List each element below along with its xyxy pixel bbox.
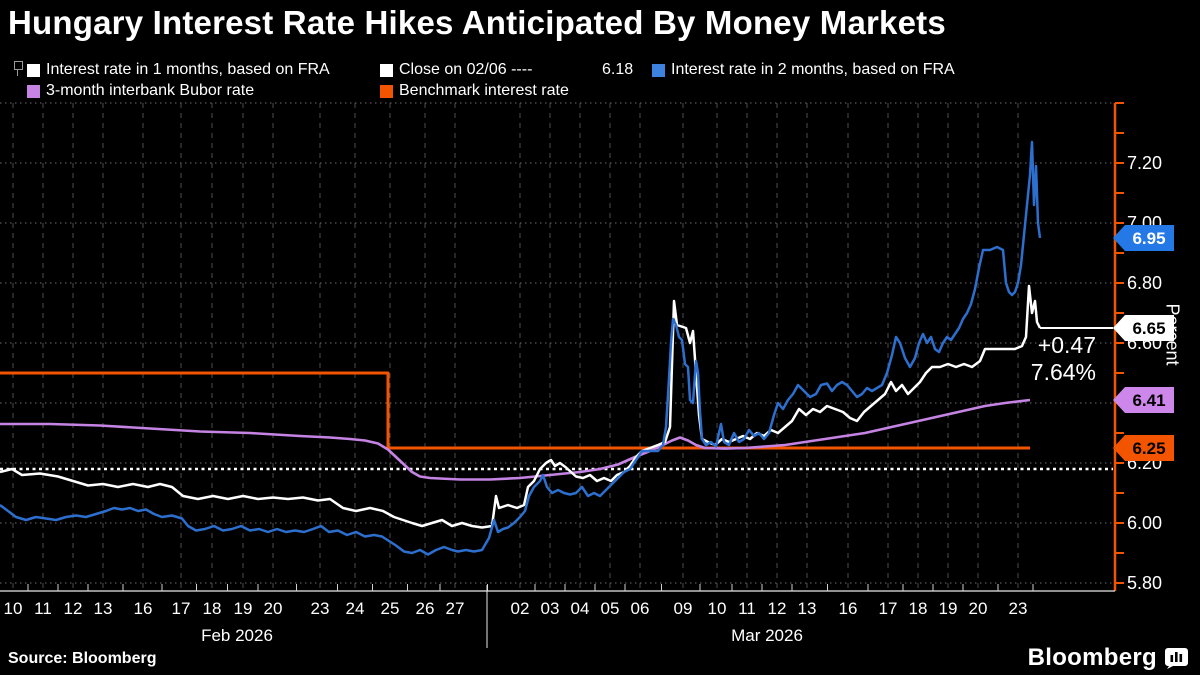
series-benchmark-interest-rate [0,371,1030,450]
axis-value-badge-label: 6.65 [1132,319,1165,338]
legend-swatch [27,84,40,98]
legend-swatch [27,63,40,77]
x-tick-label: 23 [311,599,330,618]
legend-swatch [652,63,665,77]
x-tick-label: 05 [601,599,620,618]
legend-item-label: 3-month interbank Bubor rate [46,82,255,99]
legend-close-value: 6.18 [602,61,634,78]
legend-item: Benchmark interest rate [380,81,569,101]
series-3-month-interbank-bubor-rate [0,398,1031,481]
x-tick-label: 09 [674,599,693,618]
x-tick-label: 10 [4,599,23,618]
x-tick-label: 17 [879,599,898,618]
legend: Interest rate in 1 months, based on FRA C… [0,58,1200,104]
x-tick-label: 26 [416,599,435,618]
x-tick-label: 13 [94,599,113,618]
axis-value-badge-label: 6.25 [1132,439,1165,458]
x-tick-label: 20 [969,599,988,618]
tree-node-icon [14,61,23,76]
month-label: Feb 2026 [201,626,273,645]
x-tick-label: 24 [346,599,365,618]
x-tick-label: 12 [64,599,83,618]
y-tick-label: 7.20 [1127,153,1162,173]
legend-item: 3-month interbank Bubor rate [27,81,254,101]
bloomberg-chart-bubble-icon [1165,647,1188,669]
x-tick-label: 11 [34,599,52,618]
bloomberg-wordmark: Bloomberg [1027,644,1157,671]
y-tick-label: 5.80 [1127,573,1162,593]
x-tick-label: 23 [1009,599,1028,618]
last-change-annotation: +0.47 7.64% [1031,332,1096,386]
x-tick-label: 13 [798,599,817,618]
x-tick-label: 20 [264,599,283,618]
x-tick-label: 19 [234,599,253,618]
x-tick-label: 18 [203,599,222,618]
legend-item-label: Interest rate in 1 months, based on FRA [46,61,330,78]
change-value: +0.47 [1037,332,1096,358]
y-axis-title: Percent [1162,304,1183,366]
axis-value-badge-label: 6.41 [1132,391,1165,410]
y-tick-label: 6.00 [1127,513,1162,533]
source-credit: Source: Bloomberg [8,650,157,667]
x-tick-label: 19 [939,599,958,618]
month-label: Mar 2026 [731,626,803,645]
y-tick-label: 6.80 [1127,273,1162,293]
x-tick-label: 03 [541,599,560,618]
x-tick-label: 04 [571,599,590,618]
axis-value-badge [1113,315,1174,341]
legend-item: Close on 02/06 ---- [380,60,532,80]
axis-value-badge [1113,387,1174,413]
x-tick-label: 17 [172,599,191,618]
axis-value-badge [1113,225,1174,251]
legend-swatch [380,84,393,98]
x-tick-label: 16 [839,599,858,618]
bloomberg-logo: Bloomberg [1028,644,1188,672]
x-tick-label: 12 [768,599,787,618]
axis-value-badge [1113,435,1174,461]
legend-item-label: Interest rate in 2 months, based on FRA [671,61,955,78]
series-interest-rate-in-2-months-based-on-fra [0,140,1042,556]
change-percent: 7.64% [1030,359,1096,385]
legend-item-label: Close on 02/06 ---- [399,61,533,78]
legend-item: Interest rate in 2 months, based on FRA [652,60,955,80]
x-tick-label: 06 [631,599,650,618]
x-tick-label: 25 [381,599,400,618]
x-tick-label: 18 [909,599,928,618]
legend-item-label: Benchmark interest rate [399,82,569,99]
legend-swatch [380,63,393,77]
chart-title: Hungary Interest Rate Hikes Anticipated … [8,4,946,41]
x-tick-label: 27 [446,599,465,618]
x-tick-label: 11 [738,599,756,618]
x-tick-label: 10 [708,599,727,618]
legend-item: Interest rate in 1 months, based on FRA [27,60,330,80]
axis-value-badge-label: 6.95 [1132,229,1165,248]
x-tick-label: 02 [511,599,530,618]
x-tick-label: 16 [134,599,153,618]
